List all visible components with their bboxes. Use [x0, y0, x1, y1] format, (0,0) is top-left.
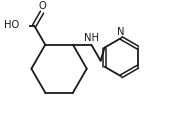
Text: NH: NH — [84, 33, 99, 43]
Text: HO: HO — [4, 20, 19, 30]
Text: N: N — [118, 27, 125, 37]
Text: O: O — [38, 1, 46, 11]
